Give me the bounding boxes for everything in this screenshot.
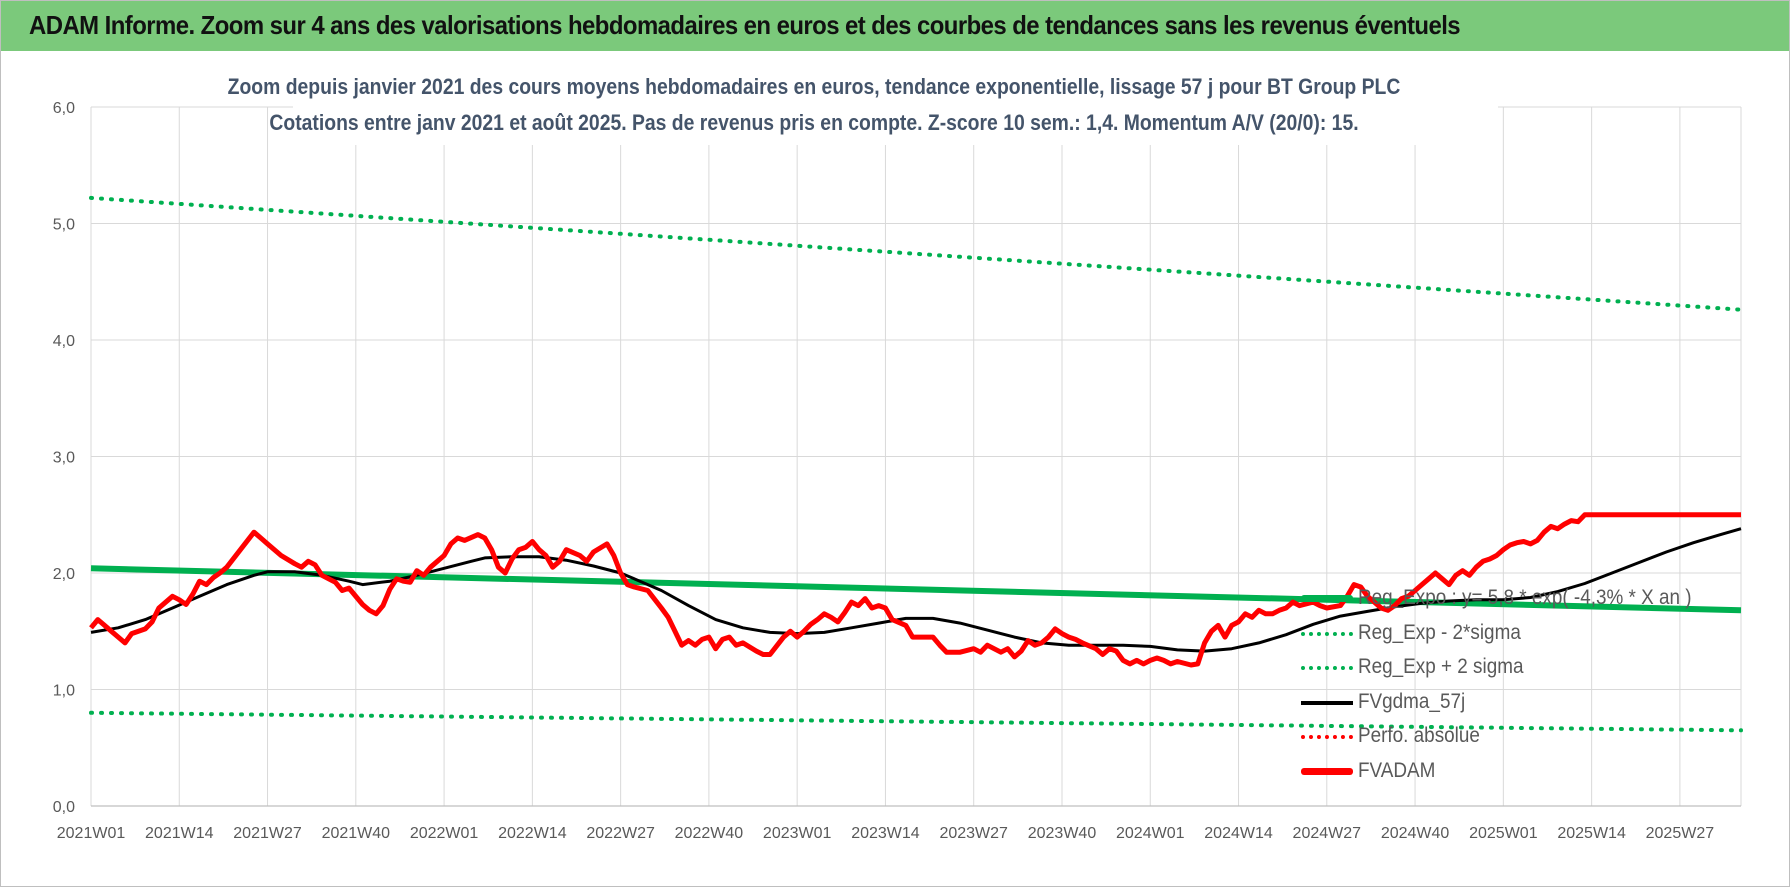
x-tick-label: 2024W27 xyxy=(1293,825,1362,842)
series-reg-exp-2-sigma-line xyxy=(89,195,1743,312)
legend-label: FVgdma_57j xyxy=(1358,690,1466,713)
y-tick-label: 6,0 xyxy=(53,100,75,117)
legend-item: FVADAM xyxy=(1301,757,1721,787)
x-tick-label: 2025W14 xyxy=(1557,825,1626,842)
x-tick-label: 2022W27 xyxy=(586,825,655,842)
legend-swatch xyxy=(1301,768,1353,775)
y-tick-label: 0,0 xyxy=(53,799,75,816)
legend-label: FVADAM xyxy=(1358,759,1436,782)
header-title: ADAM Informe. Zoom sur 4 ans des valoris… xyxy=(29,10,1461,40)
x-tick-label: 2024W01 xyxy=(1116,825,1185,842)
chart-title-background xyxy=(293,71,1498,145)
legend-swatch xyxy=(1301,666,1353,670)
x-tick-label: 2022W01 xyxy=(410,825,479,842)
y-tick-label: 4,0 xyxy=(53,333,75,350)
x-tick-label: 2021W40 xyxy=(322,825,391,842)
x-tick-label: 2025W27 xyxy=(1646,825,1715,842)
x-tick-label: 2023W01 xyxy=(763,825,832,842)
series-reg-expo-y-5-8-exp-4-3-x-an-line xyxy=(90,565,1742,614)
x-tick-label: 2021W01 xyxy=(57,825,126,842)
x-tick-label: 2024W40 xyxy=(1381,825,1450,842)
y-tick-label: 1,0 xyxy=(53,683,75,700)
y-tick-label: 5,0 xyxy=(53,217,75,234)
x-tick-label: 2021W14 xyxy=(145,825,214,842)
y-tick-label: 3,0 xyxy=(53,450,75,467)
legend-swatch xyxy=(1301,595,1353,602)
legend-label: Reg_Exp + 2 sigma xyxy=(1358,655,1524,678)
legend-item: Reg_Expo : y= 5,8 * exp( -4,3% * X an ) xyxy=(1301,584,1721,614)
chart-title: Zoom depuis janvier 2021 des cours moyen… xyxy=(227,74,1401,99)
series-fvadam-line xyxy=(89,512,1741,668)
x-tick-label: 2021W27 xyxy=(233,825,302,842)
legend-swatch xyxy=(1301,735,1353,739)
chart-subtitle: Cotations entre janv 2021 et août 2025. … xyxy=(269,110,1359,135)
x-tick-label: 2023W14 xyxy=(851,825,920,842)
legend-item: Reg_Exp - 2*sigma xyxy=(1301,619,1721,649)
legend-label: Perfo. absolue xyxy=(1358,724,1480,747)
legend-swatch xyxy=(1301,701,1353,705)
x-tick-label: 2023W27 xyxy=(939,825,1008,842)
x-tick-label: 2024W14 xyxy=(1204,825,1273,842)
x-tick-label: 2025W01 xyxy=(1469,825,1538,842)
x-tick-label: 2023W40 xyxy=(1028,825,1097,842)
legend-item: Reg_Exp + 2 sigma xyxy=(1301,653,1721,683)
legend-swatch xyxy=(1301,632,1353,636)
legend-item: FVgdma_57j xyxy=(1301,688,1721,718)
legend-label: Reg_Exp - 2*sigma xyxy=(1358,621,1521,644)
legend-label: Reg_Expo : y= 5,8 * exp( -4,3% * X an ) xyxy=(1358,586,1692,609)
x-tick-label: 2022W40 xyxy=(675,825,744,842)
x-tick-label: 2022W14 xyxy=(498,825,567,842)
y-tick-label: 2,0 xyxy=(53,566,75,583)
legend-item: Perfo. absolue xyxy=(1301,722,1721,752)
header-bar: ADAM Informe. Zoom sur 4 ans des valoris… xyxy=(1,1,1789,51)
